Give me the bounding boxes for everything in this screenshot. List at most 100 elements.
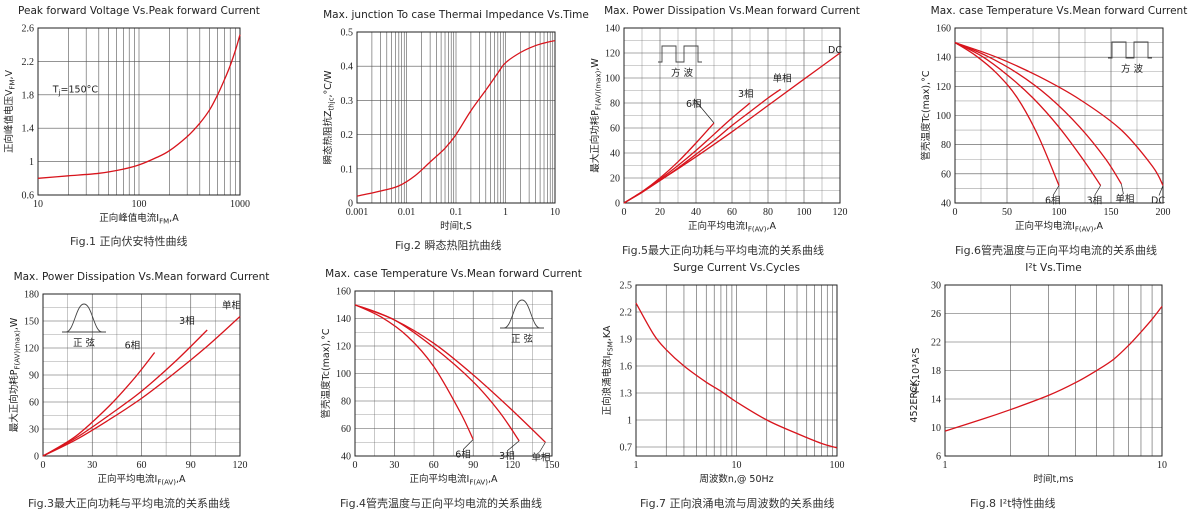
y-axis-label-extra: 452ERCK [909, 379, 920, 423]
series-label: 3相 [179, 315, 195, 327]
y-tick-label: 1.4 [22, 124, 35, 135]
x-tick-label: 120 [505, 460, 520, 471]
series-line-单相 [354, 304, 546, 443]
series-label: 3相 [499, 450, 515, 462]
y-tick-label: 0 [34, 452, 39, 463]
series-leader-line [693, 98, 715, 124]
plot-frame [635, 284, 838, 457]
figure-caption: Fig.6管壳温度与正向平均电流的关系曲线 [955, 243, 1157, 257]
sine-half-wave-icon [503, 299, 541, 329]
x-tick-label: 80 [763, 207, 773, 218]
y-tick-label: 1.9 [620, 335, 633, 346]
x-tick-label: 10 [33, 199, 43, 210]
series-leader-line [1052, 185, 1060, 196]
sine-half-wave-icon [65, 303, 103, 333]
series-line-1 [356, 39, 556, 197]
x-tick-label: 60 [727, 207, 737, 218]
series-leader-line [506, 440, 520, 452]
series-line-6相 [354, 304, 474, 440]
y-tick-label: 20 [610, 174, 620, 185]
y-axis-label: 最大正向功耗PF(AV)(max),W [8, 317, 22, 432]
y-tick-label: 80 [941, 140, 951, 151]
inset-label: 正 弦 [511, 333, 534, 345]
series-label: 单相 [531, 451, 550, 463]
chart-title: Max. case Temperature Vs.Mean forward Cu… [325, 268, 582, 280]
figure-caption: Fig.2 瞬态热阻抗曲线 [395, 238, 502, 252]
series-leader-line [1158, 185, 1164, 196]
x-tick-label: 10 [1157, 460, 1167, 471]
x-tick-label: 10 [550, 207, 560, 218]
chart-8: 1 10 6 10 14 18 22 26 30 I²t Vs.Time 时间t,ms I²t,10³… [909, 262, 1167, 510]
series-leader-line [1094, 185, 1101, 196]
x-tick-label: 0 [353, 460, 358, 471]
waveform-inset: 方 波 [658, 45, 702, 79]
x-axis-label: 正向峰值电流IFM,A [99, 212, 179, 226]
series-label: 3相 [1087, 195, 1103, 207]
series-leader-line [1121, 183, 1124, 195]
figure-caption: Fig.3最大正向功耗与平均电流的关系曲线 [28, 496, 230, 510]
y-tick-label: 160 [336, 287, 351, 298]
grid [357, 32, 555, 203]
x-axis-label: 正向平均电流IF(AV),A [1015, 220, 1103, 234]
y-tick-label: 120 [24, 344, 39, 355]
plot-frame [944, 284, 1163, 457]
x-axis-label: 时间t,S [440, 220, 472, 232]
series-line-3相 [42, 329, 208, 457]
x-tick-label: 0 [41, 460, 46, 471]
x-axis-label: 正向平均电流IF(AV),A [410, 473, 498, 487]
series-line-单相 [42, 316, 241, 457]
series-line-6相 [42, 352, 156, 457]
y-tick-label: 0.1 [341, 164, 354, 175]
series-line-3相 [954, 42, 1102, 186]
chart-2: 0.001 0.01 0.1 1 10 0 0.1 0.2 0.3 0.4 0.5 Max. junc… [322, 9, 589, 252]
y-axis-label: 管壳温度Tc(max),°C [320, 328, 332, 418]
x-axis-label: 正向平均电流IF(AV),A [98, 473, 186, 487]
annotation: Tj=150°C [52, 84, 99, 97]
chart-title: Max. case Temperature Vs.Mean forward Cu… [931, 5, 1188, 17]
y-tick-label: 2.5 [620, 281, 633, 292]
x-tick-label: 10 [732, 460, 742, 471]
x-tick-label: 20 [655, 207, 665, 218]
grid [355, 291, 552, 456]
y-tick-label: 0.7 [620, 443, 633, 454]
y-tick-label: 40 [341, 452, 351, 463]
series-line-6相 [954, 42, 1060, 186]
y-axis-label: 正向峰值电压VFM,V [3, 69, 17, 153]
x-tick-label: 90 [468, 460, 478, 471]
y-tick-label: 0 [348, 199, 353, 210]
plot-frame [354, 290, 553, 457]
series-label: DC [1151, 196, 1165, 207]
square-wave-icon [658, 45, 702, 63]
x-tick-label: 0.001 [346, 207, 369, 218]
y-axis-label: I²t,10³A²S [911, 348, 922, 394]
chart-title: I²t Vs.Time [1025, 262, 1081, 274]
y-tick-label: 18 [931, 366, 941, 377]
y-tick-label: 140 [605, 24, 620, 35]
y-tick-label: 22 [931, 338, 941, 349]
chart-title: Max. Power Dissipation Vs.Mean forward C… [14, 271, 270, 283]
x-tick-label: 1000 [230, 199, 250, 210]
figure-caption: Fig.1 正向伏安特性曲线 [70, 234, 188, 248]
y-tick-label: 160 [936, 24, 951, 35]
x-tick-label: 0 [953, 207, 958, 218]
series-line-1 [944, 305, 1163, 432]
y-tick-label: 60 [341, 424, 351, 435]
grid [38, 28, 240, 195]
waveform-inset: 正 弦 [62, 303, 106, 349]
figure-caption: Fig.8 I²t特性曲线 [970, 496, 1056, 510]
y-tick-label: 2.6 [22, 24, 35, 35]
y-tick-label: 90 [29, 371, 39, 382]
y-tick-label: 1.8 [22, 90, 35, 101]
y-axis-label: 正向浪涌电流IFSM,KA [601, 325, 615, 415]
chart-6: 0 30 60 90 120 150 40 60 80 100 120 140 160 Max. case… [320, 268, 582, 510]
series-label: 6相 [686, 98, 702, 110]
y-tick-label: 1 [627, 416, 632, 427]
series-line-DC [954, 41, 1164, 186]
y-tick-label: 40 [610, 149, 620, 160]
plot-frame [37, 27, 241, 196]
x-axis-label: 正向平均电流IF(AV),A [688, 220, 776, 234]
y-tick-label: 180 [24, 290, 39, 301]
series-line-3相 [354, 304, 520, 442]
chart-title: Peak forward Voltage Vs.Peak forward Cur… [18, 5, 260, 17]
